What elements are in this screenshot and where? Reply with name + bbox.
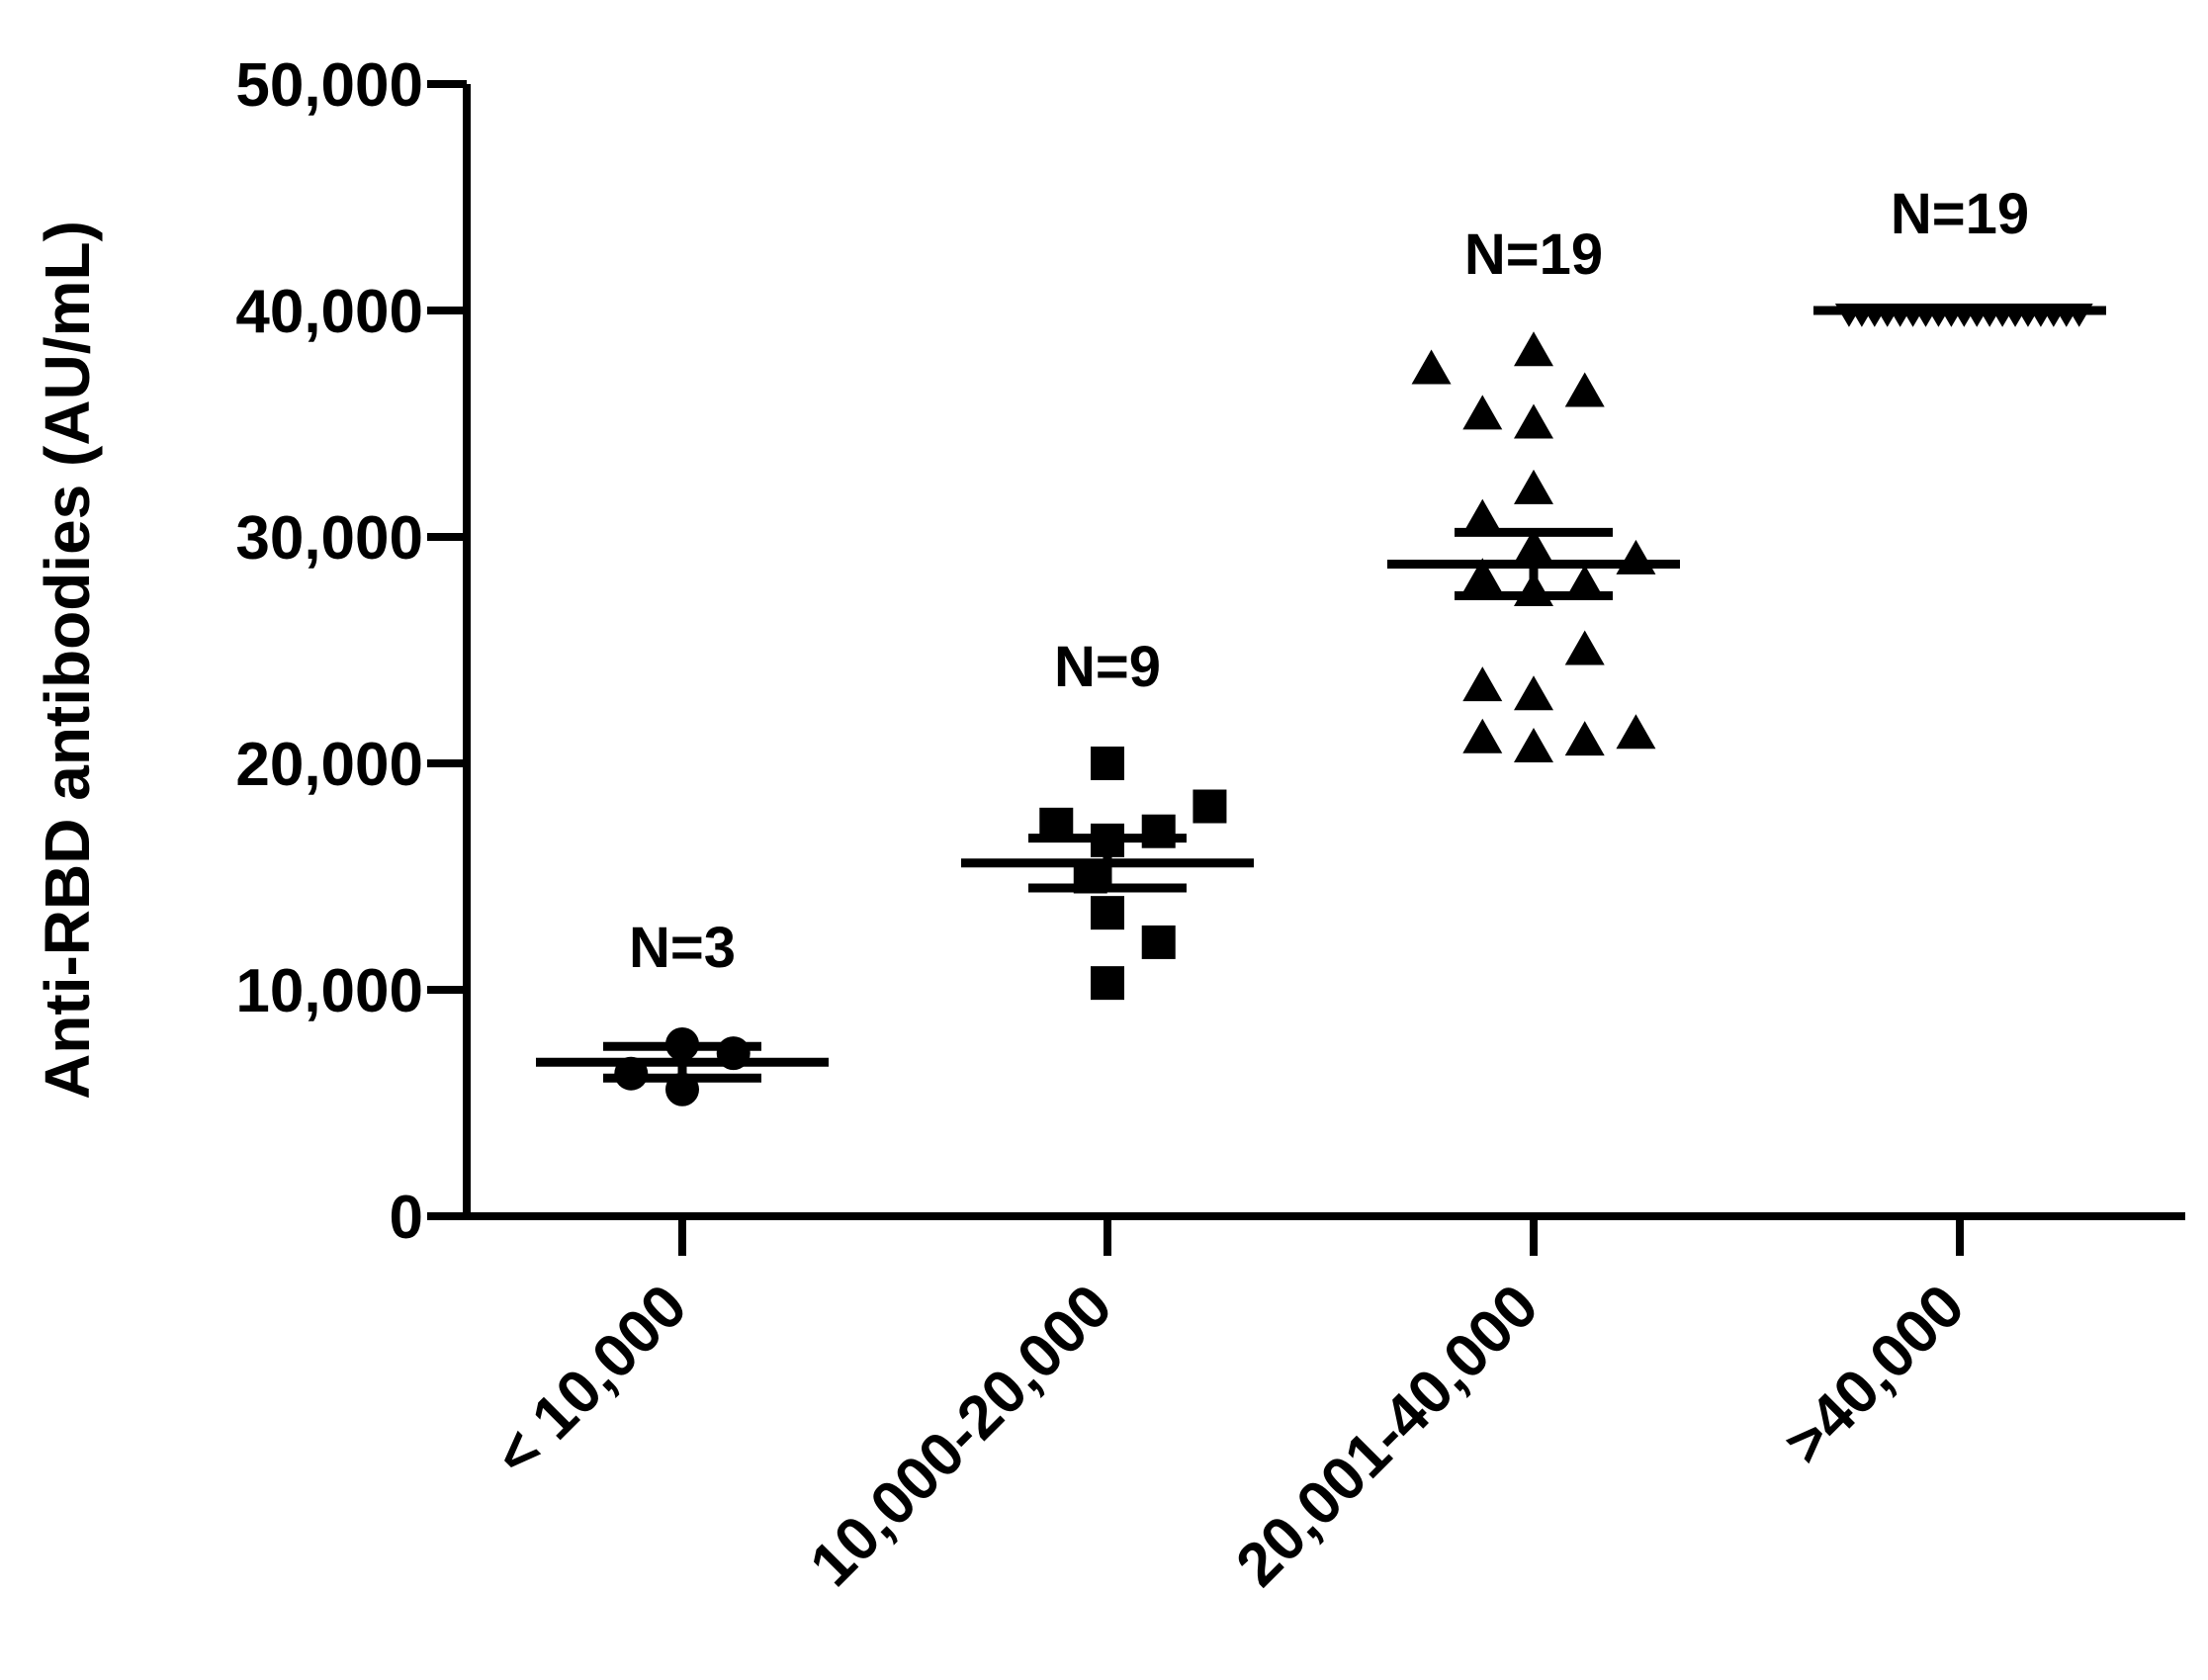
- data-point-triangle: [1514, 727, 1553, 762]
- data-point-triangle: [1564, 630, 1605, 665]
- n-label: N=3: [629, 916, 736, 980]
- data-point-triangle: [1514, 403, 1553, 439]
- axes: [463, 84, 2185, 1220]
- y-tick-label: 50,000: [235, 51, 423, 120]
- y-tick-label: 10,000: [235, 957, 423, 1025]
- n-label: N=19: [1891, 182, 2029, 246]
- y-tick-label: 30,000: [235, 504, 423, 573]
- n-labels: N=3 N=9 N=19 N=19: [629, 182, 2029, 980]
- data-point-triangle: [1462, 558, 1503, 593]
- data-point-triangle: [1411, 349, 1452, 385]
- data-point-triangle: [1462, 395, 1503, 430]
- y-axis-title: Anti-RBD antibodies (AU/mL): [32, 221, 103, 1100]
- data-point-square: [1141, 925, 1176, 959]
- data-point-square: [1091, 966, 1124, 1001]
- data-point-triangle: [1514, 469, 1553, 504]
- data-point-triangle: [1462, 718, 1503, 753]
- x-ticks: < 10,000 10,000-20,000 20,001-40,000 >40,00…: [482, 1216, 1978, 1600]
- data-point-triangle: [1616, 539, 1656, 575]
- data-point-triangle: [1564, 721, 1605, 756]
- data-point-square: [1091, 747, 1124, 780]
- y-ticks: 0 10,000 20,000 30,000 40,000 50,000: [235, 51, 467, 1252]
- x-category-label: < 10,000: [482, 1272, 700, 1490]
- data-point-square: [1141, 814, 1176, 848]
- data-point-triangle: [1462, 498, 1503, 534]
- n-label: N=9: [1054, 635, 1161, 699]
- data-point-square: [1192, 789, 1227, 824]
- y-tick-label: 20,000: [235, 731, 423, 799]
- data-point-triangle: [1514, 675, 1553, 711]
- data-point-triangle: [1514, 331, 1553, 367]
- y-tick-label: 40,000: [235, 278, 423, 346]
- n-label: N=19: [1464, 222, 1603, 287]
- data-point-triangle: [1564, 372, 1605, 407]
- x-category-label: 10,000-20,000: [797, 1272, 1125, 1600]
- data-point-triangle: [1564, 565, 1605, 600]
- x-category-label: >40,000: [1771, 1272, 1977, 1477]
- data-points: [614, 304, 2093, 1106]
- data-point-triangle: [1616, 714, 1656, 750]
- y-tick-label: 0: [390, 1184, 423, 1252]
- data-point-square: [1091, 896, 1124, 930]
- x-category-label: 20,001-40,000: [1223, 1272, 1551, 1600]
- mean-sem-bars: [536, 306, 2106, 1083]
- data-point-triangle: [1462, 666, 1503, 702]
